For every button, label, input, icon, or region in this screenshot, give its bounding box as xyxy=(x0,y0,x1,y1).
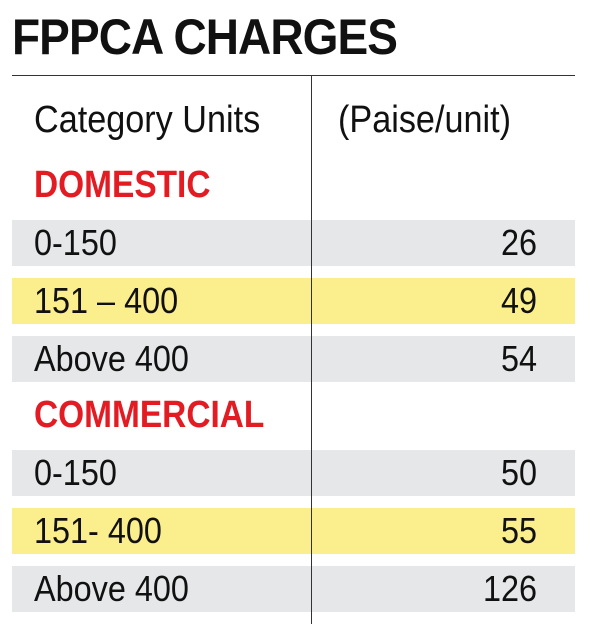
row-value: 126 xyxy=(482,568,537,609)
title-rule xyxy=(12,75,575,76)
table-row: 151 – 400 49 xyxy=(12,278,575,324)
column-header-paise: (Paise/unit) xyxy=(338,99,511,141)
row-value: 49 xyxy=(500,280,537,321)
column-header-category: Category Units xyxy=(34,99,261,141)
column-divider xyxy=(311,76,312,624)
table-row: 0-150 50 xyxy=(12,450,575,496)
section-heading-commercial: COMMERCIAL xyxy=(34,394,265,436)
row-label: 0-150 xyxy=(34,222,117,263)
section-heading-domestic: DOMESTIC xyxy=(34,164,211,206)
row-label: 0-150 xyxy=(34,452,117,493)
row-value: 54 xyxy=(500,338,537,379)
row-label: 151 – 400 xyxy=(34,280,179,321)
table-title: FPPCA CHARGES xyxy=(12,9,398,65)
row-label: Above 400 xyxy=(34,338,189,379)
table-row: 0-150 26 xyxy=(12,220,575,266)
table-row: 151- 400 55 xyxy=(12,508,575,554)
table-row: Above 400 126 xyxy=(12,566,575,612)
row-value: 26 xyxy=(500,222,537,263)
row-value: 55 xyxy=(500,510,537,551)
row-value: 50 xyxy=(500,452,537,493)
table-row: Above 400 54 xyxy=(12,336,575,382)
row-label: Above 400 xyxy=(34,568,189,609)
row-label: 151- 400 xyxy=(34,510,162,551)
